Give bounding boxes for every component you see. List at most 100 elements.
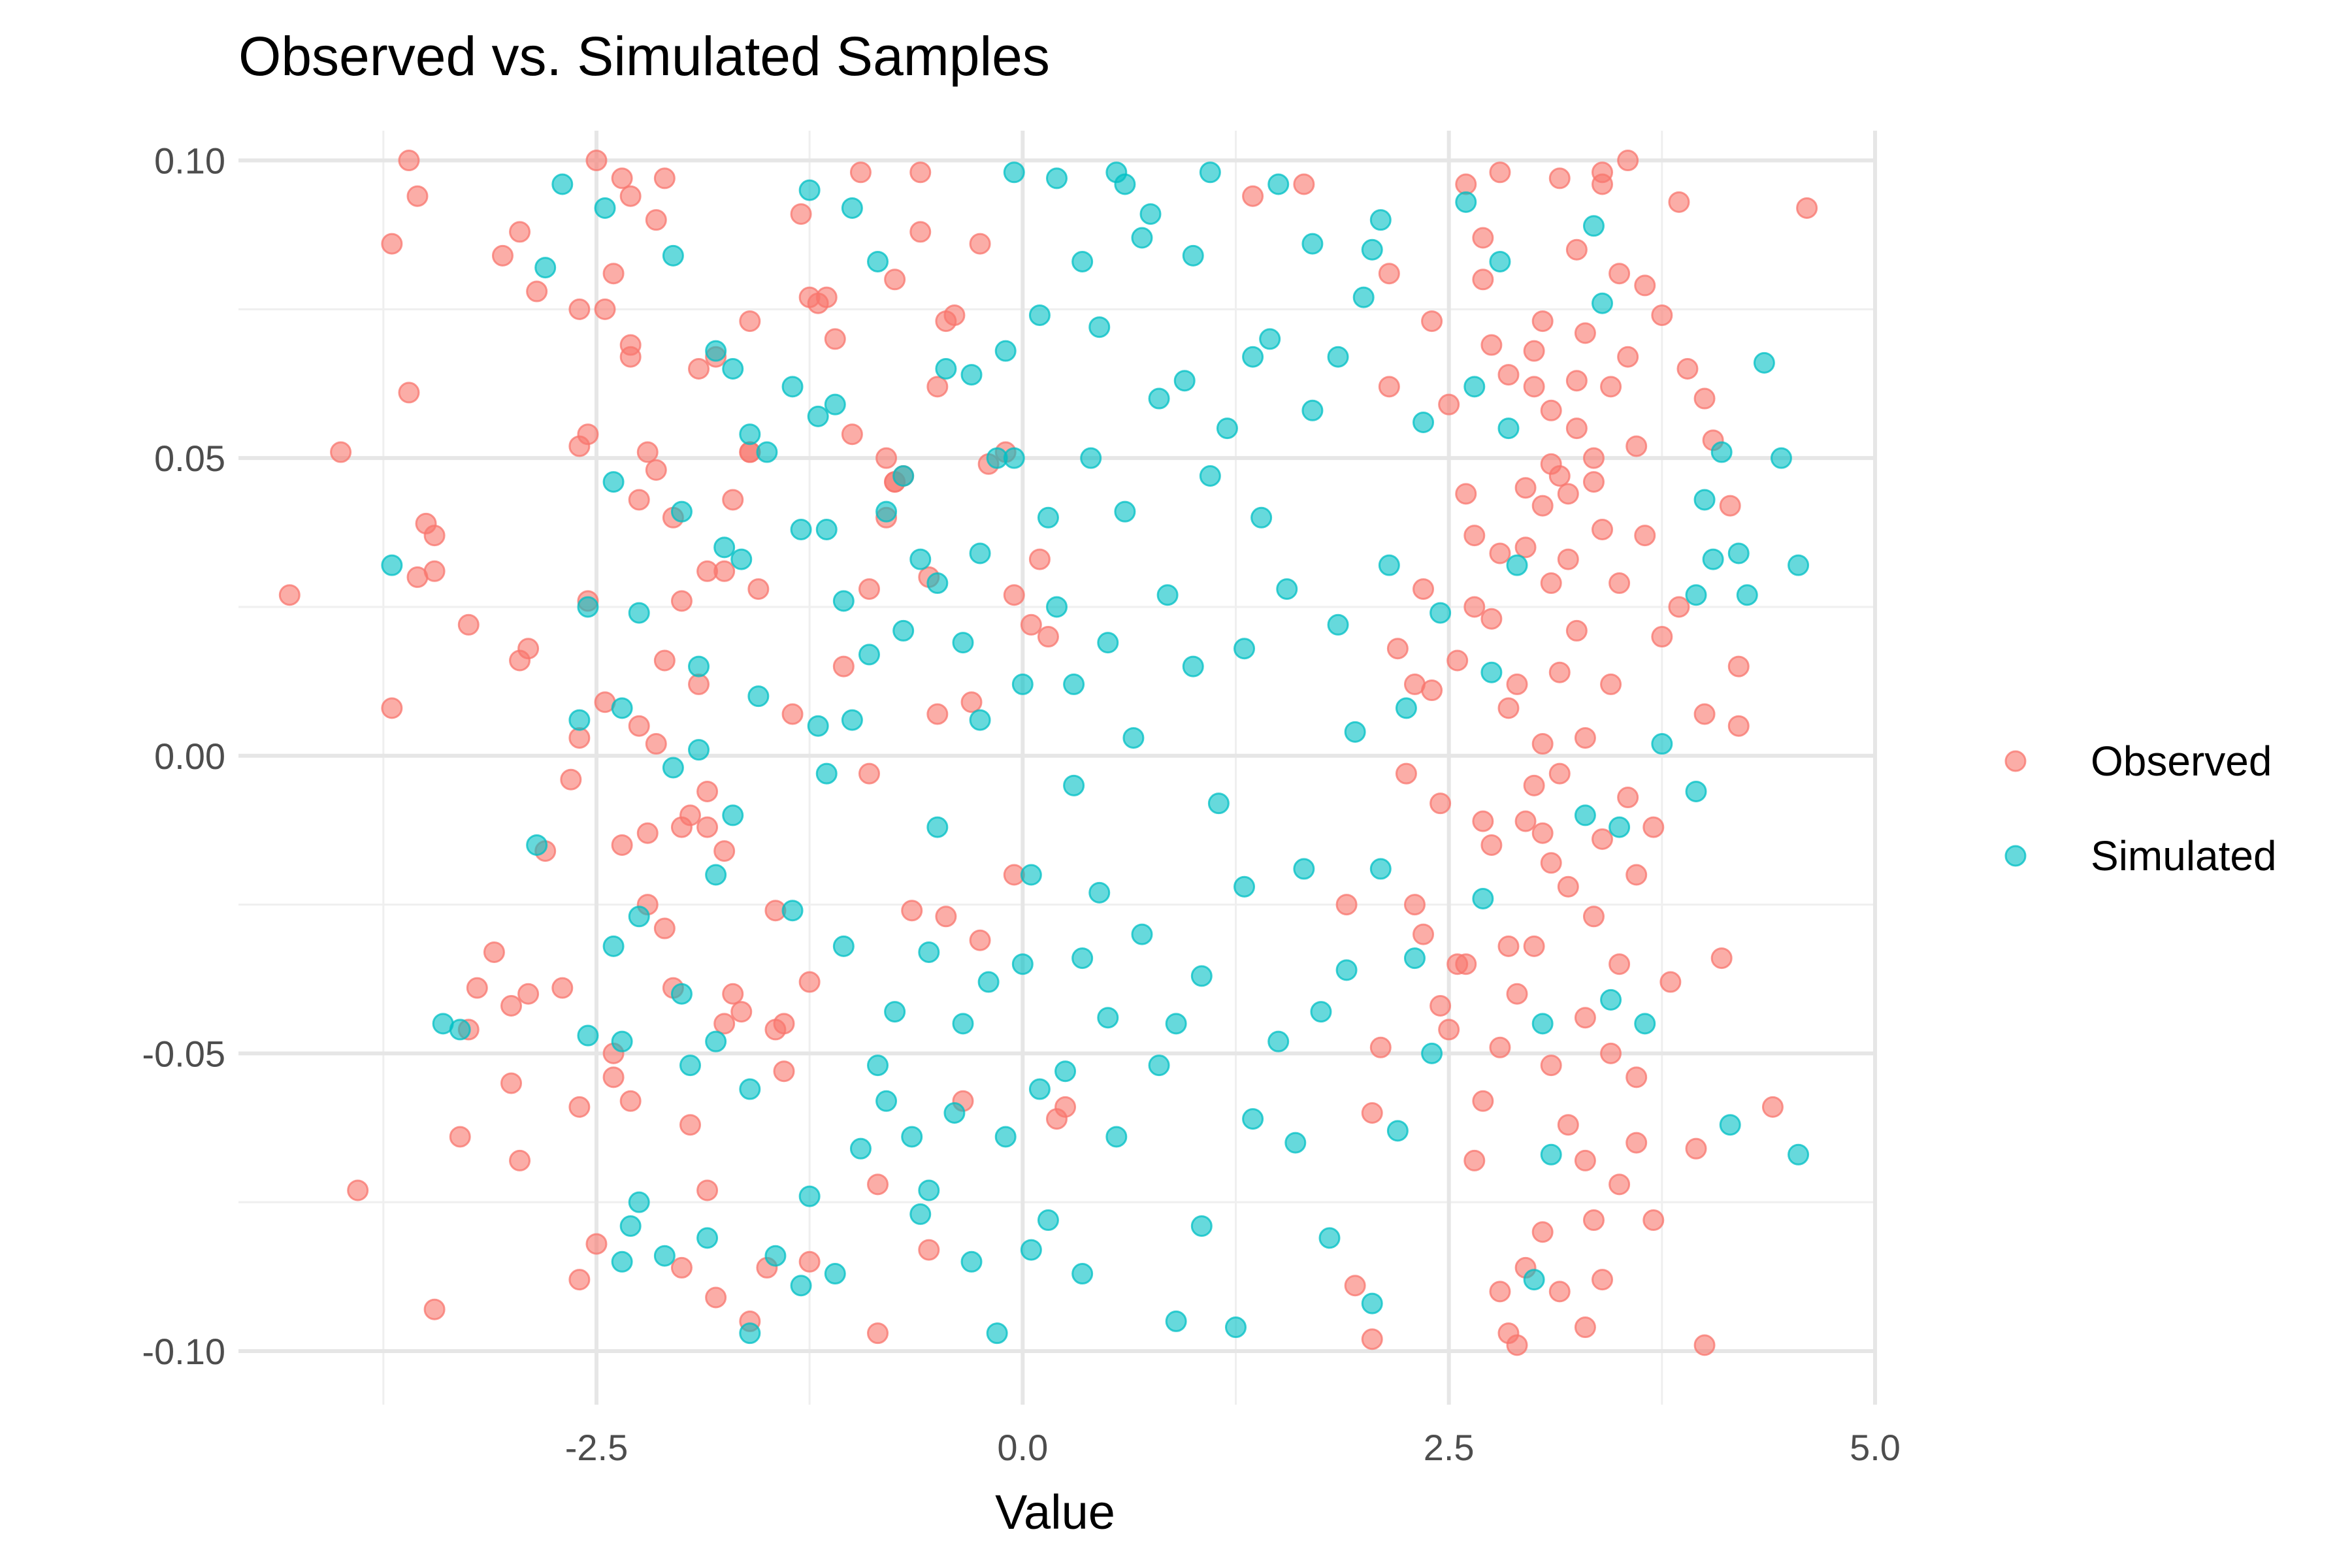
y-tick-label: 0.10 <box>154 140 225 182</box>
data-point <box>1523 774 1545 796</box>
data-point <box>560 768 582 791</box>
data-point <box>1719 1114 1741 1136</box>
data-point <box>815 286 838 308</box>
data-point <box>585 1233 608 1255</box>
data-point <box>969 929 991 951</box>
data-point <box>815 762 838 785</box>
data-point <box>969 709 991 731</box>
data-point <box>1642 816 1665 838</box>
data-point <box>1054 1096 1077 1118</box>
data-point <box>764 1245 787 1267</box>
legend-label: Simulated <box>2091 832 2277 879</box>
data-point <box>790 1275 812 1297</box>
data-point <box>1609 572 1631 595</box>
data-point <box>722 489 744 511</box>
data-point <box>611 1250 633 1273</box>
data-point <box>517 983 540 1005</box>
data-point <box>1523 340 1545 362</box>
data-point <box>423 525 446 547</box>
data-point <box>747 578 770 600</box>
data-point <box>1403 894 1426 916</box>
data-point <box>1413 578 1435 600</box>
data-point <box>1429 994 1452 1017</box>
data-point <box>688 739 710 761</box>
data-point <box>1233 638 1256 660</box>
data-point <box>628 715 650 737</box>
legend: Observed Simulated <box>2004 738 2277 879</box>
data-point <box>1659 971 1682 993</box>
data-point <box>1557 875 1579 898</box>
data-point <box>1497 697 1520 719</box>
data-point <box>1455 483 1477 505</box>
data-point <box>730 548 753 570</box>
data-point <box>1276 578 1298 600</box>
y-tick-label: 0.00 <box>154 736 225 777</box>
data-point <box>722 357 744 380</box>
data-point <box>1727 655 1750 678</box>
data-point <box>1267 1030 1290 1053</box>
data-point <box>1480 661 1503 683</box>
data-point <box>670 500 693 523</box>
data-point <box>875 1090 898 1112</box>
data-point <box>611 167 633 189</box>
data-points <box>278 150 1818 1356</box>
data-point <box>977 971 1000 993</box>
data-point <box>849 161 872 184</box>
data-point <box>841 709 863 731</box>
data-point <box>1088 316 1111 338</box>
data-point <box>1796 197 1818 219</box>
data-point <box>901 900 923 922</box>
data-point <box>1369 858 1392 880</box>
data-point <box>594 197 616 219</box>
data-point <box>1719 495 1741 517</box>
data-point <box>1540 1143 1562 1166</box>
data-point <box>1318 1227 1341 1249</box>
data-point <box>1028 1078 1051 1100</box>
data-point <box>824 393 846 416</box>
data-point <box>688 655 710 678</box>
data-point <box>1020 864 1042 886</box>
data-point <box>1651 733 1673 755</box>
legend-label: Observed <box>2091 738 2272 785</box>
data-point <box>1413 411 1435 433</box>
data-point <box>1736 584 1758 606</box>
data-point <box>832 590 855 612</box>
data-point <box>773 1013 795 1035</box>
y-tick-label: -0.05 <box>142 1033 225 1074</box>
data-point <box>1480 608 1503 630</box>
data-point <box>1011 673 1034 695</box>
data-point <box>935 906 957 928</box>
data-point <box>1463 1149 1486 1171</box>
data-point <box>1122 727 1145 749</box>
data-point <box>1199 465 1221 487</box>
data-point <box>918 941 940 963</box>
data-point <box>1438 393 1460 416</box>
data-point <box>1523 935 1545 957</box>
data-point <box>1335 959 1358 981</box>
data-point <box>1455 191 1477 213</box>
data-point <box>756 441 778 463</box>
data-point <box>815 519 838 541</box>
data-point <box>1242 346 1264 368</box>
data-point <box>926 376 949 398</box>
data-point <box>1378 263 1400 285</box>
data-point <box>1565 238 1588 261</box>
data-point <box>1761 1096 1784 1118</box>
data-point <box>1582 447 1605 469</box>
data-point <box>1378 554 1400 576</box>
data-point <box>798 179 821 201</box>
data-point <box>1514 536 1537 559</box>
data-point <box>1592 292 1613 314</box>
data-point <box>1617 346 1639 368</box>
data-point <box>1609 816 1631 838</box>
data-point <box>1702 548 1724 570</box>
legend-key <box>2004 845 2027 867</box>
gridlines <box>238 131 1877 1405</box>
data-point <box>1540 852 1562 874</box>
data-point <box>918 1239 940 1261</box>
data-point <box>1557 548 1579 570</box>
data-point <box>1531 495 1554 517</box>
legend-item-simulated: Simulated <box>2004 832 2277 879</box>
data-point <box>1557 1114 1579 1136</box>
data-point <box>739 423 761 446</box>
